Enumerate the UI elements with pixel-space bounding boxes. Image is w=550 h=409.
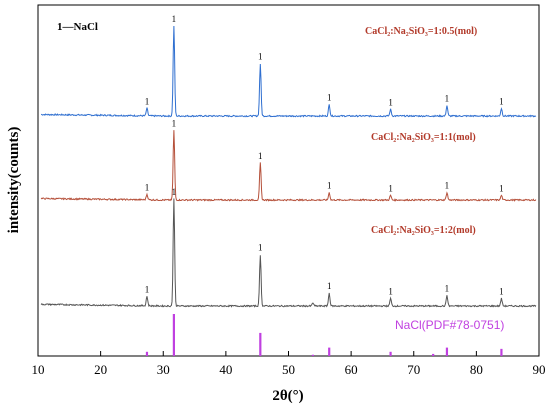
x-tick-label: 90 <box>533 362 546 377</box>
x-tick-label: 80 <box>470 362 483 377</box>
peak-marker-layer: 1 1 1 1 1 1 1 1 1 1 1 1 1 1 1 1 1 1 1 1 1 <box>145 14 504 297</box>
peak-marker: 1 <box>445 181 450 191</box>
reference-layer <box>145 314 503 356</box>
peak-marker: 1 <box>327 181 332 191</box>
x-tick-label: 10 <box>32 362 45 377</box>
x-axis: 10 20 30 40 50 60 70 80 90 <box>32 351 546 377</box>
peak-marker: 1 <box>445 283 450 293</box>
label-series-2: CaCl₂:Na₂SiO₃=1:1(mol) <box>371 132 476 143</box>
peak-marker: 1 <box>327 281 332 291</box>
series-line-2 <box>40 130 537 202</box>
peak-marker: 1 <box>258 243 263 253</box>
x-tick-label: 30 <box>157 362 170 377</box>
peak-marker: 1 <box>145 284 150 294</box>
peak-marker: 1 <box>327 93 332 103</box>
peak-marker: 1 <box>388 287 393 297</box>
series-line-1 <box>41 26 537 118</box>
x-tick-label: 50 <box>282 362 295 377</box>
label-series-1: CaCl₂:Na₂SiO₃=1:0.5(mol) <box>365 26 477 37</box>
peak-marker: 1 <box>145 182 150 192</box>
peak-marker: 1 <box>172 187 177 197</box>
x-tick-label: 70 <box>407 362 420 377</box>
y-axis-title: intensity(counts) <box>6 127 22 234</box>
peak-marker: 1 <box>172 14 177 24</box>
series-line-3 <box>40 198 537 308</box>
series-layer <box>40 26 537 308</box>
peak-marker: 1 <box>388 97 393 107</box>
peak-marker: 1 <box>499 183 504 193</box>
x-tick-label: 20 <box>94 362 107 377</box>
x-tick-label: 60 <box>345 362 358 377</box>
label-series-3: CaCl₂:Na₂SiO₃=1:2(mol) <box>371 225 476 236</box>
x-tick-label: 40 <box>219 362 232 377</box>
x-axis-title: 2θ(°) <box>272 388 303 404</box>
peak-marker: 1 <box>258 151 263 161</box>
peak-marker: 1 <box>388 183 393 193</box>
label-reference: NaCl(PDF#78-0751) <box>395 318 504 332</box>
peak-marker: 1 <box>258 52 263 62</box>
plot-frame <box>37 4 540 357</box>
peak-marker: 1 <box>172 118 177 128</box>
peak-marker: 1 <box>499 96 504 106</box>
peak-marker: 1 <box>499 287 504 297</box>
peak-marker: 1 <box>445 94 450 104</box>
peak-marker: 1 <box>145 96 150 106</box>
legend-nacl: 1—NaCl <box>57 21 98 33</box>
